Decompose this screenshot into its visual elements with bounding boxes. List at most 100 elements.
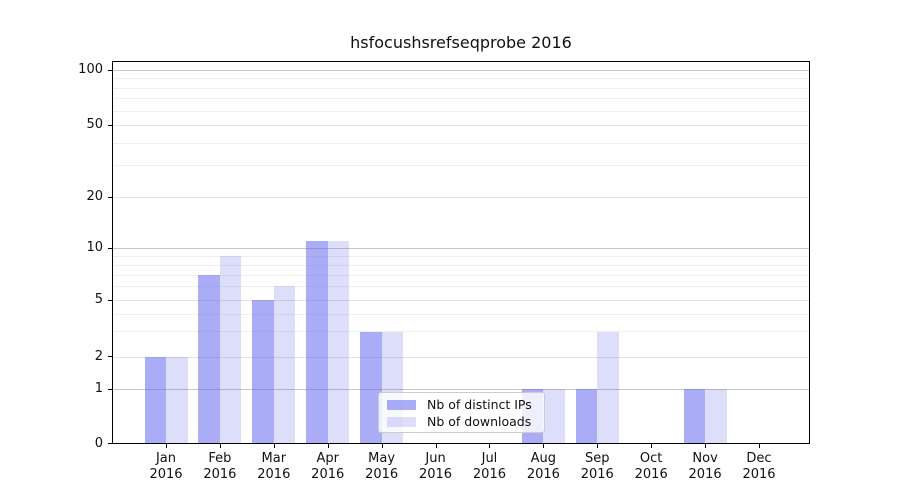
x-tick-label: Dec 2016 <box>728 451 790 482</box>
x-tick-year: 2016 <box>365 466 399 482</box>
x-tick-mark <box>381 444 383 448</box>
legend-item-downloads: Nb of downloads <box>387 413 544 430</box>
x-tick-label: Jul 2016 <box>458 451 520 482</box>
x-tick-mark <box>597 444 599 448</box>
y-tick-mark <box>108 443 112 444</box>
x-tick-year: 2016 <box>688 466 722 482</box>
x-tick-year: 2016 <box>418 466 453 482</box>
y-tick-mark <box>108 356 112 357</box>
x-tick-month: Jun <box>425 451 446 466</box>
y-tick-mark <box>108 196 112 198</box>
y-gridline-minor <box>113 255 809 257</box>
x-tick-year: 2016 <box>742 466 776 482</box>
x-tick-mark <box>758 444 760 448</box>
x-tick-month: Nov <box>692 451 718 466</box>
y-gridline-major <box>113 70 809 71</box>
y-gridline-minor <box>113 142 809 144</box>
bar-sep-downloads <box>597 331 619 443</box>
y-tick-mark <box>108 388 112 390</box>
x-tick-label: Feb 2016 <box>189 451 251 482</box>
y-gridline-major <box>113 125 809 126</box>
y-tick-label: 5 <box>94 292 103 307</box>
x-tick-year: 2016 <box>149 466 183 482</box>
y-gridline-major <box>113 197 809 198</box>
bar-may-distinct-ips <box>360 331 382 443</box>
x-tick-mark <box>705 444 707 448</box>
x-tick-mark <box>435 444 437 448</box>
y-tick-label: 2 <box>94 348 103 364</box>
bar-apr-downloads <box>327 241 350 443</box>
x-tick-month: May <box>368 451 396 466</box>
y-gridline-minor <box>113 331 809 333</box>
y-gridline-major <box>113 389 809 390</box>
x-tick-label: May 2016 <box>351 451 413 482</box>
bar-aug-downloads <box>543 389 565 443</box>
x-tick-year: 2016 <box>580 466 614 482</box>
x-tick-month: Feb <box>208 451 232 466</box>
bar-nov-downloads <box>705 389 727 443</box>
y-gridline-minor <box>113 165 809 167</box>
x-tick-mark <box>219 444 221 448</box>
y-gridline-major <box>113 248 809 249</box>
y-tick-label: 10 <box>86 240 103 255</box>
plot-area <box>112 61 810 444</box>
y-tick-mark <box>108 247 112 249</box>
legend-swatch-distinct-ips <box>387 399 416 410</box>
x-tick-mark <box>489 444 491 448</box>
y-gridline-minor <box>113 87 809 89</box>
y-gridline-major <box>113 300 809 301</box>
y-gridline-minor <box>113 264 809 266</box>
bar-jan-distinct-ips <box>144 356 166 443</box>
x-tick-mark <box>543 444 545 448</box>
y-tick-label: 50 <box>86 117 103 132</box>
x-tick-year: 2016 <box>203 466 237 482</box>
y-tick-mark <box>108 124 112 126</box>
x-tick-year: 2016 <box>472 466 506 482</box>
x-tick-year: 2016 <box>634 466 668 482</box>
y-tick-label: 1 <box>94 381 103 396</box>
x-tick-mark <box>166 444 167 448</box>
x-tick-year: 2016 <box>311 466 345 482</box>
chart-title: hsfocushsrefseqprobe 2016 <box>350 33 572 52</box>
bar-nov-distinct-ips <box>683 389 706 443</box>
y-gridline-minor <box>113 110 809 112</box>
x-tick-label: Aug 2016 <box>512 451 574 482</box>
x-tick-month: Dec <box>746 451 772 466</box>
y-gridline-minor <box>113 78 809 80</box>
bar-apr-distinct-ips <box>306 241 328 443</box>
bar-mar-distinct-ips <box>252 300 274 443</box>
x-tick-label: Oct 2016 <box>620 451 682 482</box>
legend-swatch-downloads <box>387 416 416 427</box>
y-tick-label: 20 <box>86 189 103 204</box>
bar-feb-downloads <box>219 255 242 443</box>
x-tick-month: Jan <box>155 451 177 466</box>
x-tick-month: Apr <box>316 451 339 466</box>
x-tick-month: Oct <box>639 451 663 466</box>
legend-label-downloads: Nb of downloads <box>427 414 532 429</box>
y-gridline-minor <box>113 98 809 100</box>
x-tick-label: Apr 2016 <box>297 451 359 482</box>
x-tick-month: Aug <box>530 451 557 466</box>
y-gridline-major <box>113 356 809 358</box>
x-tick-label: Sep 2016 <box>566 451 628 482</box>
legend-label-distinct-ips: Nb of distinct IPs <box>427 397 532 412</box>
x-tick-label: Jan 2016 <box>135 451 197 482</box>
x-tick-month: Jul <box>481 451 498 466</box>
y-tick-mark <box>108 299 112 301</box>
x-tick-label: Mar 2016 <box>243 451 305 482</box>
y-gridline-minor <box>113 274 809 276</box>
bar-sep-distinct-ips <box>575 389 598 443</box>
x-tick-month: Mar <box>261 451 287 466</box>
x-tick-mark <box>327 444 329 448</box>
bar-feb-distinct-ips <box>198 274 220 443</box>
y-gridline-minor <box>113 313 809 315</box>
x-tick-label: Nov 2016 <box>674 451 736 482</box>
bar-mar-downloads <box>273 286 296 443</box>
y-tick-label: 0 <box>94 435 103 451</box>
x-tick-year: 2016 <box>257 466 291 482</box>
x-tick-month: Sep <box>585 451 610 466</box>
bar-jan-downloads <box>166 356 188 443</box>
legend-item-distinct-ips: Nb of distinct IPs <box>387 396 544 413</box>
x-tick-label: Jun 2016 <box>405 451 467 482</box>
